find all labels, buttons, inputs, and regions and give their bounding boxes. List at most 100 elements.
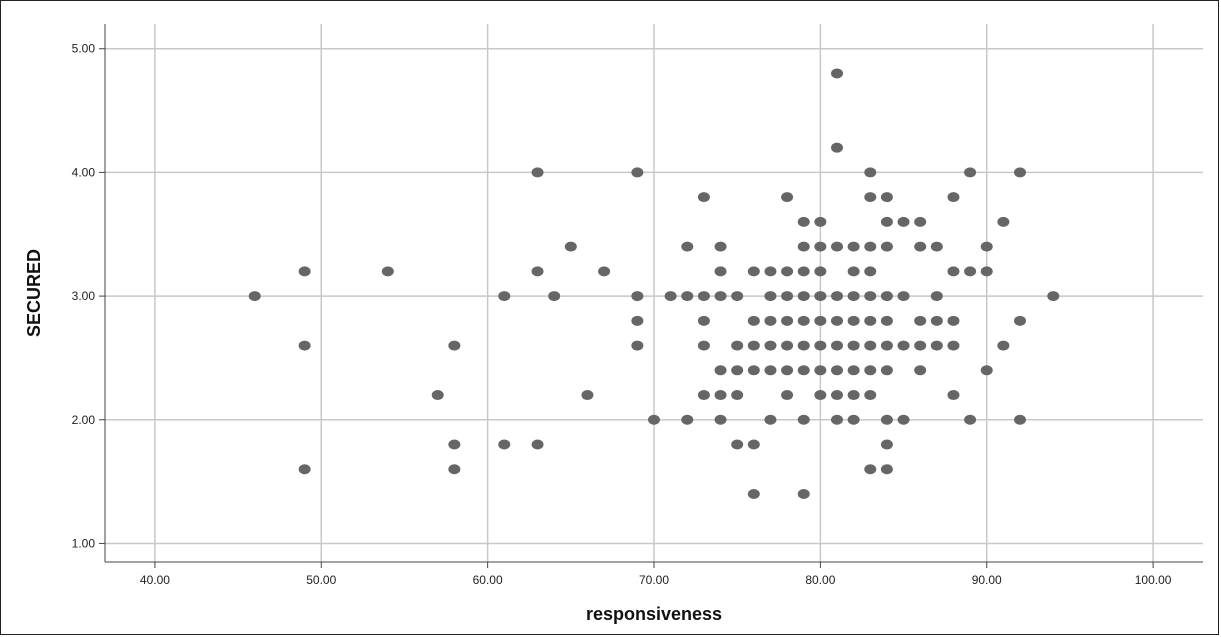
- data-point: [880, 315, 893, 326]
- data-point: [864, 192, 877, 203]
- data-point: [880, 414, 893, 425]
- data-point: [431, 390, 444, 401]
- data-point: [880, 192, 893, 203]
- data-point: [714, 390, 727, 401]
- data-point: [298, 266, 311, 277]
- data-point: [697, 390, 710, 401]
- data-point: [964, 266, 977, 277]
- data-point: [930, 340, 943, 351]
- data-point: [880, 241, 893, 252]
- data-point: [814, 340, 827, 351]
- data-point: [864, 365, 877, 376]
- data-point: [714, 414, 727, 425]
- data-point: [947, 315, 960, 326]
- data-point: [947, 266, 960, 277]
- data-point: [531, 266, 544, 277]
- data-point: [864, 167, 877, 178]
- data-point: [781, 266, 794, 277]
- data-point: [248, 291, 261, 302]
- data-point: [797, 266, 810, 277]
- data-point: [880, 464, 893, 475]
- data-point: [814, 241, 827, 252]
- data-point: [947, 390, 960, 401]
- x-axis-title: responsiveness: [586, 604, 722, 624]
- data-point: [980, 241, 993, 252]
- data-point: [880, 216, 893, 227]
- data-point: [631, 167, 644, 178]
- data-point: [697, 315, 710, 326]
- grid-lines: [105, 24, 1203, 562]
- data-point: [1014, 414, 1026, 425]
- data-point: [831, 340, 843, 351]
- data-point: [814, 315, 827, 326]
- data-point: [831, 414, 843, 425]
- data-point: [914, 365, 927, 376]
- data-point: [930, 315, 943, 326]
- data-point: [880, 365, 893, 376]
- data-point: [880, 291, 893, 302]
- data-point: [648, 414, 660, 425]
- data-point: [764, 291, 777, 302]
- data-point: [914, 315, 927, 326]
- data-point: [814, 216, 827, 227]
- data-point: [731, 365, 744, 376]
- data-point: [947, 340, 960, 351]
- data-point: [814, 390, 827, 401]
- x-tick-label: 40.00: [140, 573, 170, 587]
- data-point: [847, 365, 860, 376]
- data-point: [814, 266, 827, 277]
- y-tick-label: 2.00: [72, 413, 96, 427]
- x-tick-label: 60.00: [473, 573, 503, 587]
- data-point: [847, 315, 860, 326]
- data-point: [864, 266, 877, 277]
- data-point: [797, 340, 810, 351]
- data-point: [831, 390, 843, 401]
- data-point: [831, 142, 843, 153]
- data-point: [764, 365, 777, 376]
- data-point: [631, 315, 644, 326]
- data-point: [914, 241, 927, 252]
- data-point: [448, 464, 461, 475]
- data-point: [714, 291, 727, 302]
- data-point: [1014, 315, 1026, 326]
- data-point: [548, 291, 561, 302]
- data-point: [831, 365, 843, 376]
- data-point: [1014, 167, 1026, 178]
- data-point: [681, 414, 694, 425]
- data-point: [964, 167, 977, 178]
- data-point: [581, 390, 594, 401]
- data-point: [797, 315, 810, 326]
- data-point: [997, 340, 1010, 351]
- data-point: [381, 266, 394, 277]
- data-point: [781, 315, 794, 326]
- data-point: [697, 340, 710, 351]
- data-point: [731, 390, 744, 401]
- data-point: [747, 266, 760, 277]
- x-tick-label: 100.00: [1135, 573, 1172, 587]
- y-tick-label: 3.00: [72, 289, 96, 303]
- data-point: [997, 216, 1010, 227]
- data-point: [631, 291, 644, 302]
- data-point: [831, 241, 843, 252]
- data-point: [747, 340, 760, 351]
- data-point: [697, 291, 710, 302]
- data-point: [864, 464, 877, 475]
- data-point: [897, 216, 910, 227]
- data-point: [880, 439, 893, 450]
- y-tick-labels: 1.00 2.00 3.00 4.00 5.00: [72, 42, 96, 551]
- data-point: [747, 315, 760, 326]
- data-point: [831, 291, 843, 302]
- data-point: [847, 390, 860, 401]
- data-point: [847, 340, 860, 351]
- data-point: [897, 340, 910, 351]
- data-point: [797, 291, 810, 302]
- data-point: [631, 340, 644, 351]
- data-point: [664, 291, 677, 302]
- y-tick-label: 5.00: [72, 42, 96, 56]
- y-tick-label: 1.00: [72, 536, 96, 550]
- data-point: [498, 439, 511, 450]
- y-tick-label: 4.00: [72, 165, 96, 179]
- data-point: [897, 414, 910, 425]
- data-point: [831, 68, 843, 79]
